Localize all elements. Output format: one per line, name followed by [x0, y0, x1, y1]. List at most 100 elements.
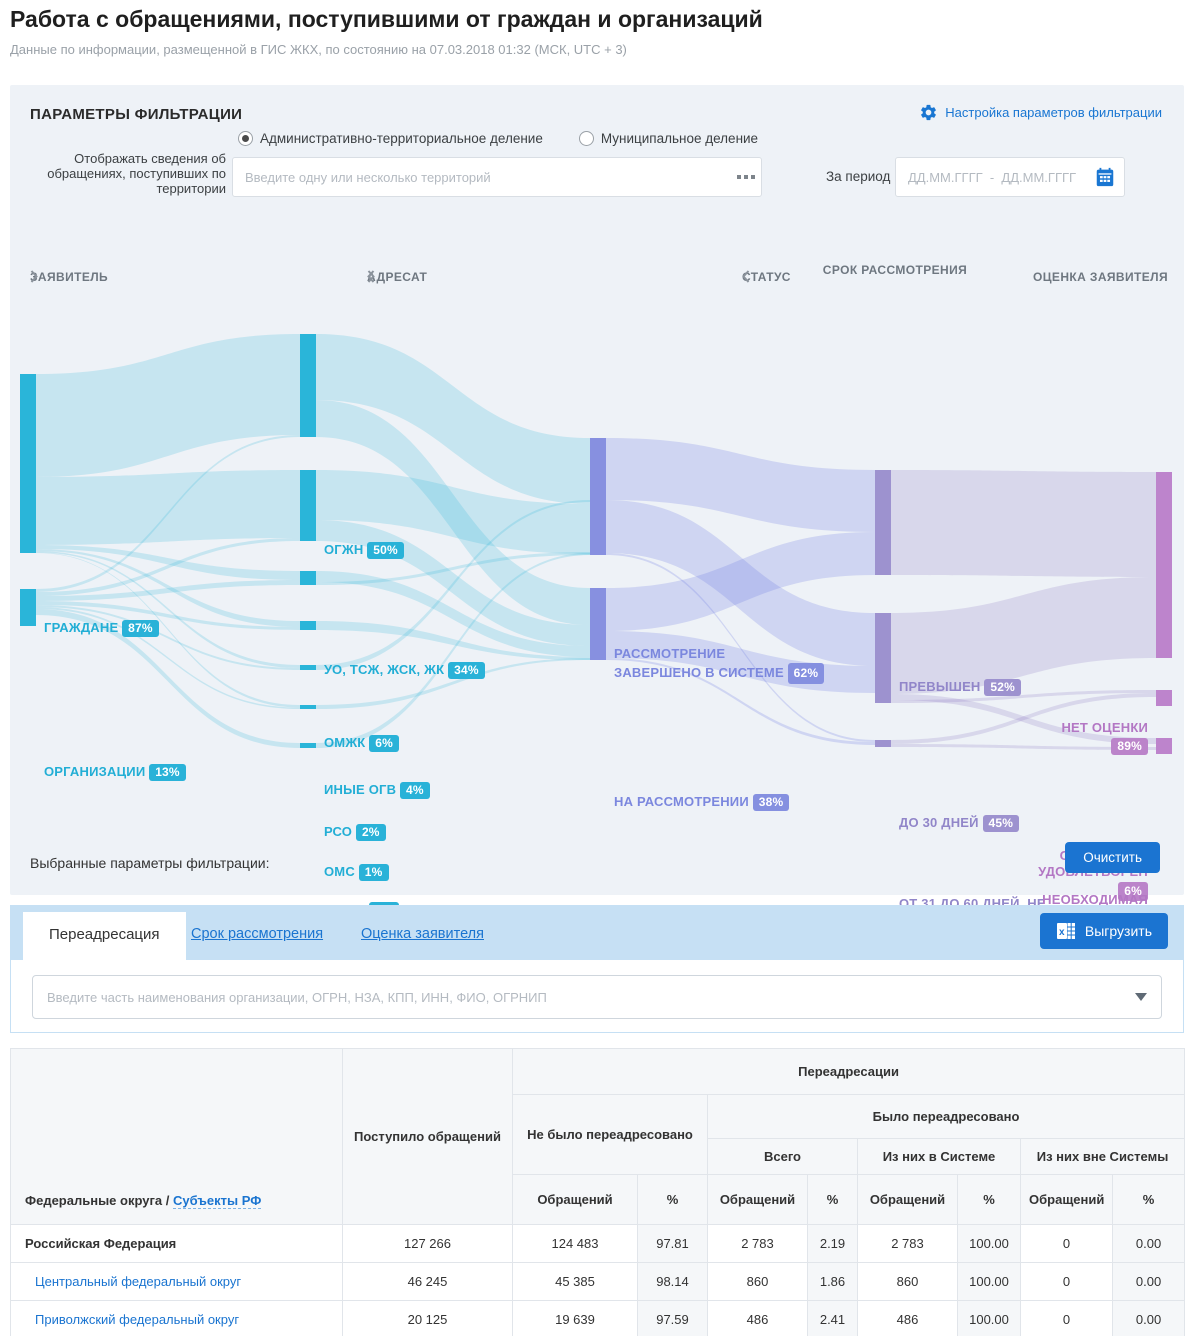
sankey-flows-status — [606, 438, 875, 745]
organization-search-wrap — [32, 975, 1162, 1019]
territory-input-wrap — [232, 157, 762, 197]
radio-municipal-division-label: Муниципальное деление — [600, 131, 759, 146]
cell: 0.00 — [1111, 1300, 1186, 1336]
sankey-node-omzhk[interactable] — [300, 571, 316, 585]
cell: 486 — [707, 1300, 808, 1336]
label-na-rassmotrenii: НА РАССМОТРЕНИИ 38% — [614, 794, 790, 811]
label-oms: ОМС 1% — [324, 864, 389, 881]
sankey-node-grazhdane[interactable] — [20, 374, 36, 553]
radio-municipal-division[interactable]: Муниципальное деление — [578, 131, 759, 146]
chevron-left-icon — [742, 270, 750, 283]
cell: 2.41 — [807, 1300, 858, 1336]
badge-ogzhn: 50% — [367, 542, 404, 559]
sankey-column-status-label: СТАТУС — [742, 270, 791, 284]
sankey-node-zaversheno[interactable] — [590, 438, 606, 555]
table-row-russia: Российская Федерация 127 266 124 483 97.… — [10, 1224, 1186, 1263]
volga-district-link[interactable]: Приволжский федеральный округ — [35, 1312, 240, 1327]
sankey-node-inye-ogv[interactable] — [300, 621, 316, 630]
tab-content — [11, 960, 1183, 1032]
sankey-node-prevyshen[interactable] — [875, 470, 891, 575]
cell: 19 639 — [512, 1300, 638, 1336]
sankey-column-zayavitel[interactable]: ЗАЯВИТЕЛЬ — [30, 270, 108, 284]
sankey-node-info-poluchena[interactable] — [1156, 738, 1172, 754]
col-header-in-system: Из них в Системе — [857, 1138, 1021, 1175]
radio-admin-division[interactable]: Административно-территориальное деление — [238, 131, 543, 146]
row-region-volga: Приволжский федеральный округ — [10, 1300, 343, 1336]
period-input[interactable] — [908, 169, 1094, 185]
sankey-node-oms[interactable] — [300, 705, 316, 709]
badge-rso: 2% — [355, 824, 386, 841]
label-uo: УО, ТСЖ, ЖСК, ЖК 34% — [324, 662, 485, 679]
period-input-wrap — [895, 157, 1125, 197]
table-row-volga-district: Приволжский федеральный округ 20 125 19 … — [10, 1300, 1186, 1336]
col-header-out-system: Из них вне Системы — [1019, 1138, 1186, 1175]
row-region-central: Центральный федеральный округ — [10, 1262, 343, 1301]
cell: 860 — [707, 1262, 808, 1301]
organization-search-input[interactable] — [33, 989, 1135, 1005]
tab-pereadresaciya[interactable]: Переадресация — [23, 912, 186, 960]
col-header-appeals-1: Обращений — [512, 1174, 638, 1225]
cell: 98.14 — [637, 1262, 708, 1301]
sankey-column-ocenka-label: ОЦЕНКА ЗАЯВИТЕЛЯ — [1033, 270, 1168, 284]
cell: 0.00 — [1111, 1224, 1186, 1263]
subjects-rf-link[interactable]: Субъекты РФ — [172, 1193, 262, 1209]
sankey-node-uo[interactable] — [300, 470, 316, 541]
sankey-node-inye[interactable] — [300, 743, 316, 748]
sankey-node-ogzhn[interactable] — [300, 334, 316, 437]
radio-admin-division-circle[interactable] — [238, 131, 253, 146]
badge-organizacii: 13% — [149, 764, 186, 781]
radio-municipal-division-circle[interactable] — [578, 131, 594, 146]
badge-oms: 1% — [358, 864, 389, 881]
badge-na-rassmotrenii: 38% — [752, 794, 790, 811]
cell: 0 — [1020, 1300, 1113, 1336]
sankey-node-net-ocenki[interactable] — [1156, 472, 1172, 658]
col-header-total: Всего — [707, 1138, 858, 1175]
sankey-column-status[interactable]: СТАТУС — [742, 270, 791, 284]
radio-admin-division-label: Административно-территориальное деление — [260, 131, 543, 146]
sankey-diagram: ЗАЯВИТЕЛЬ АДРЕСАТ СТАТУС СРОК РАССМОТРЕН… — [10, 250, 1184, 961]
cell: 97.81 — [637, 1224, 708, 1263]
period-label: За период — [826, 169, 891, 184]
gear-icon — [919, 103, 938, 122]
filter-panel-title: ПАРАМЕТРЫ ФИЛЬТРАЦИИ — [30, 106, 243, 123]
cell: 100.00 — [957, 1262, 1021, 1301]
sankey-node-do30[interactable] — [875, 613, 891, 703]
chevron-right-icon — [367, 270, 375, 283]
sankey-node-ne-udovletvoren[interactable] — [1156, 690, 1172, 706]
badge-do30: 45% — [982, 815, 1020, 832]
sankey-node-rso[interactable] — [300, 665, 316, 670]
territory-more-button[interactable] — [731, 175, 761, 179]
sankey-node-organizacii[interactable] — [20, 589, 36, 626]
sankey-flows-addressee — [316, 334, 590, 748]
clear-filters-button[interactable]: Очистить — [1065, 842, 1160, 873]
filter-settings-link[interactable]: Настройка параметров фильтрации — [919, 103, 1162, 122]
tab-srok-rassmotreniya[interactable]: Срок рассмотрения — [191, 926, 324, 942]
dropdown-arrow-icon[interactable] — [1135, 993, 1147, 1001]
sankey-column-adresat[interactable]: АДРЕСАТ — [367, 270, 427, 284]
calendar-icon[interactable] — [1094, 166, 1116, 188]
export-button[interactable]: x Выгрузить — [1039, 913, 1168, 949]
col-header-forwarded: Было переадресовано — [706, 1094, 1186, 1139]
territory-input[interactable] — [233, 169, 731, 185]
cell: 1.86 — [807, 1262, 858, 1301]
cell: 97.59 — [637, 1300, 708, 1336]
sankey-node-na-rassmotrenii[interactable] — [590, 588, 606, 660]
badge-inye-ogv: 4% — [400, 782, 430, 799]
svg-text:x: x — [1059, 927, 1065, 938]
tab-ocenka-zayavitelya[interactable]: Оценка заявителя — [361, 926, 484, 942]
sankey-canvas — [20, 334, 1172, 754]
sankey-column-srok: СРОК РАССМОТРЕНИЯ — [820, 262, 970, 279]
tabs-panel: Переадресация Срок рассмотрения Оценка з… — [10, 905, 1184, 1033]
label-zaversheno: РАССМОТРЕНИЕ ЗАВЕРШЕНО В СИСТЕМЕ 62% — [614, 645, 864, 684]
sankey-node-ot31[interactable] — [875, 740, 891, 747]
central-district-link[interactable]: Центральный федеральный округ — [35, 1274, 242, 1289]
cell: 0.00 — [1111, 1262, 1186, 1301]
col-header-not-forwarded: Не было переадресовано — [512, 1094, 708, 1175]
table-row-central-district: Центральный федеральный округ 46 245 45 … — [10, 1262, 1186, 1301]
cell: 2.19 — [807, 1224, 858, 1263]
label-rso: РСО 2% — [324, 824, 386, 841]
badge-grazhdane: 87% — [122, 620, 159, 637]
badge-net-ocenki: 89% — [1111, 738, 1148, 755]
cell: 127 266 — [342, 1224, 513, 1263]
